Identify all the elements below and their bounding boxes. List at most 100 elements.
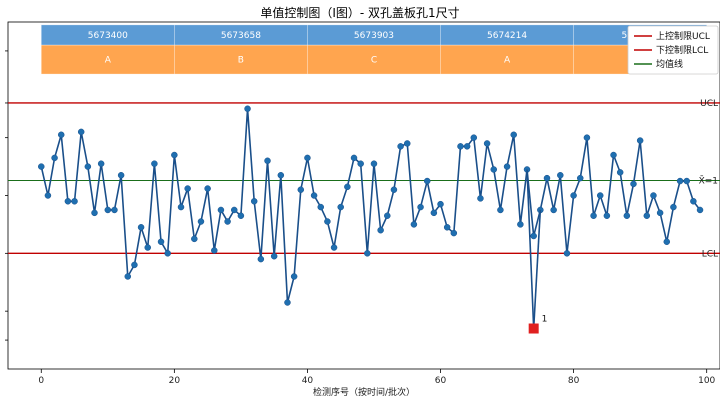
data-point bbox=[483, 140, 491, 147]
data-point bbox=[443, 224, 451, 231]
data-point bbox=[563, 250, 571, 257]
data-point bbox=[663, 238, 671, 246]
data-point bbox=[264, 157, 271, 165]
data-point bbox=[364, 250, 371, 257]
batch-band-bottom-label: B bbox=[238, 56, 244, 66]
ucl-label: UCL bbox=[700, 99, 718, 109]
batch-band-bottom-label: A bbox=[105, 56, 112, 66]
data-point bbox=[211, 247, 218, 254]
data-point bbox=[204, 185, 211, 192]
data-point bbox=[277, 172, 285, 179]
data-point bbox=[350, 154, 358, 162]
data-point bbox=[51, 154, 58, 162]
data-point bbox=[224, 218, 231, 225]
data-point bbox=[197, 218, 205, 225]
data-point bbox=[324, 218, 331, 225]
batch-band-top-label: 5674214 bbox=[487, 31, 527, 41]
data-point bbox=[144, 244, 151, 251]
series-segment bbox=[532, 209, 542, 329]
data-point bbox=[543, 174, 551, 182]
data-point bbox=[310, 192, 318, 199]
data-point bbox=[337, 203, 344, 211]
data-point bbox=[44, 192, 52, 199]
data-point bbox=[497, 206, 504, 214]
data-point bbox=[124, 273, 132, 280]
data-point bbox=[404, 140, 411, 147]
batch-band-bottom-segment bbox=[174, 44, 308, 75]
data-point bbox=[470, 134, 478, 141]
data-point bbox=[157, 238, 165, 246]
data-point bbox=[590, 212, 597, 219]
data-point bbox=[230, 206, 238, 214]
data-point bbox=[111, 206, 118, 214]
data-point bbox=[177, 203, 185, 211]
data-point bbox=[131, 261, 138, 269]
data-point bbox=[610, 151, 617, 159]
x-tick-label: 100 bbox=[698, 376, 715, 386]
data-point bbox=[84, 163, 92, 170]
data-point bbox=[38, 163, 45, 170]
data-point bbox=[164, 250, 171, 257]
data-point bbox=[670, 203, 677, 211]
batch-band-top-label: 5673903 bbox=[354, 31, 394, 41]
data-point bbox=[557, 172, 564, 179]
data-point bbox=[297, 186, 305, 193]
data-point bbox=[290, 273, 298, 280]
batch-bands: 56734005673658567390356742145673???ABCAB bbox=[40, 24, 707, 75]
data-point bbox=[244, 105, 251, 112]
batch-band-top-label: 5673400 bbox=[88, 31, 128, 41]
x-tick-label: 60 bbox=[435, 376, 447, 386]
data-point bbox=[583, 134, 591, 141]
data-point bbox=[417, 203, 424, 211]
data-point bbox=[577, 174, 584, 182]
data-point bbox=[437, 200, 444, 208]
x-tick-label: 0 bbox=[38, 376, 44, 386]
data-point bbox=[257, 255, 265, 263]
data-point bbox=[64, 198, 72, 205]
data-point bbox=[184, 185, 191, 192]
data-point bbox=[690, 198, 697, 205]
batch-band-bottom-segment bbox=[307, 44, 441, 75]
out-of-control-marker bbox=[528, 323, 539, 334]
batch-band-bottom-label: A bbox=[504, 56, 511, 66]
batch-band-top-label: 5673658 bbox=[221, 31, 261, 41]
measurement-series bbox=[38, 105, 704, 306]
data-point bbox=[330, 244, 338, 251]
data-point bbox=[104, 206, 112, 214]
data-point bbox=[490, 166, 498, 173]
data-point bbox=[503, 163, 511, 170]
data-point bbox=[463, 143, 471, 150]
data-point bbox=[616, 169, 624, 176]
batch-band-bottom-label: C bbox=[371, 56, 377, 66]
data-point bbox=[390, 186, 398, 193]
data-point bbox=[603, 212, 611, 219]
data-point bbox=[530, 232, 537, 240]
data-point bbox=[450, 229, 458, 237]
data-point bbox=[623, 212, 631, 219]
legend-entry: 下控制限LCL bbox=[656, 44, 708, 56]
data-point bbox=[517, 221, 524, 228]
series-segment bbox=[526, 169, 535, 329]
data-point bbox=[284, 299, 291, 306]
legend-entry: 均值线 bbox=[656, 58, 683, 70]
x-tick-label: 40 bbox=[302, 376, 314, 386]
x-axis-label: 检测序号（按时间/批次） bbox=[313, 386, 415, 398]
data-point bbox=[344, 183, 351, 191]
data-point bbox=[71, 198, 78, 205]
data-point bbox=[97, 160, 105, 167]
data-point bbox=[304, 154, 311, 162]
data-point bbox=[137, 224, 145, 231]
data-point bbox=[191, 235, 198, 243]
data-point bbox=[151, 160, 158, 167]
legend: 上控制限UCL 下控制限LCL 均值线 bbox=[627, 25, 719, 75]
data-point bbox=[91, 209, 98, 217]
data-point bbox=[57, 131, 65, 139]
data-point bbox=[270, 252, 278, 260]
data-point bbox=[656, 209, 664, 217]
data-point bbox=[570, 192, 577, 199]
data-point bbox=[550, 206, 557, 214]
chart-title: 单值控制图（I图）- 双孔盖板孔1尺寸 bbox=[260, 5, 459, 20]
x-tick-label: 20 bbox=[169, 376, 181, 386]
data-point bbox=[77, 128, 85, 136]
data-point bbox=[676, 177, 684, 185]
